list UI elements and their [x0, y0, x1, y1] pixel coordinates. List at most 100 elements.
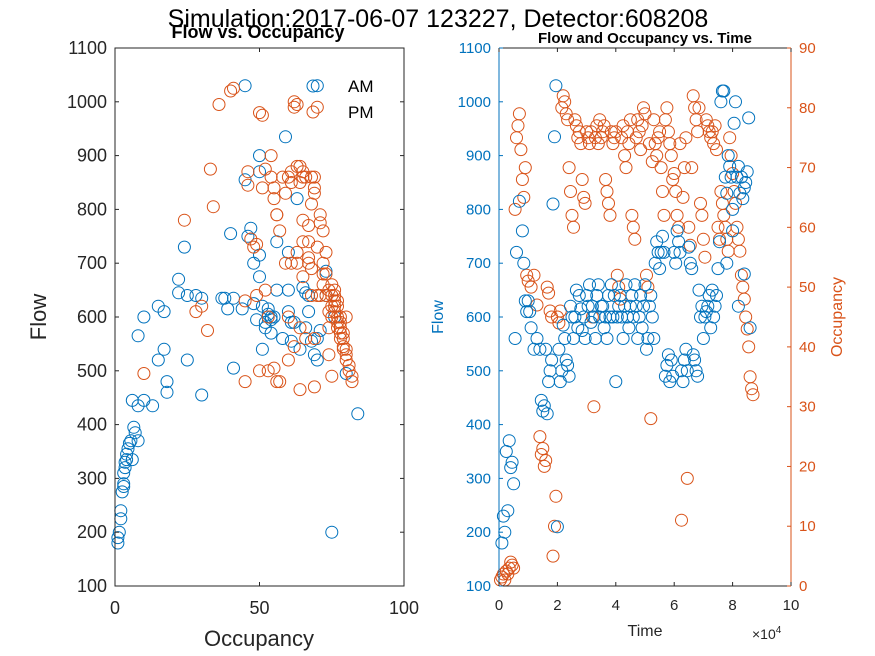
occupancy-point-137	[699, 113, 713, 127]
occupancy-point-53	[577, 190, 591, 204]
am-point-67	[267, 310, 281, 324]
left-y-tick-label-4: 500	[77, 361, 107, 381]
am-point-73	[281, 283, 295, 297]
pm-point-97	[325, 369, 339, 383]
am-point-7	[117, 477, 131, 491]
flow-point-125	[685, 262, 699, 276]
pm-point-37	[279, 186, 292, 200]
am-point-25	[157, 342, 171, 356]
am-point-96	[351, 407, 365, 421]
flow-point-7	[505, 455, 519, 469]
am-point-71	[279, 130, 292, 144]
flow-point-165	[743, 321, 757, 335]
occupancy-point-97	[641, 280, 655, 294]
am-point-23	[146, 399, 160, 413]
flow-point-37	[556, 318, 570, 332]
left-y-tick-label-2: 300	[77, 468, 107, 488]
right-right-y-tick-label-7: 70	[799, 160, 816, 177]
left-y-tick-label-9: 1000	[67, 92, 107, 112]
am-point-33	[172, 286, 186, 300]
flow-point-136	[701, 299, 715, 313]
occupancy-point-135	[696, 232, 710, 246]
flow-point-149	[720, 186, 734, 200]
legend-marker-pm	[306, 105, 320, 119]
pm-point-6	[206, 200, 220, 214]
flow-point-74	[610, 310, 624, 324]
right-left-y-tick-label-0: 100	[466, 578, 491, 595]
occupancy-point-9	[507, 561, 521, 575]
am-point-29	[137, 310, 151, 324]
flow-point-161	[737, 181, 751, 195]
am-point-10	[118, 455, 132, 469]
right-right-y-ticks: 0 10 20 30 40 50 60 70 80 90	[787, 40, 816, 595]
am-point-24	[151, 353, 165, 367]
flow-point-94	[640, 342, 653, 356]
pm-point-30	[267, 361, 281, 375]
occupancy-point-143	[708, 119, 722, 133]
pm-point-7	[212, 98, 226, 111]
left-y-ticks: 100 200 300 400 500 600 700 800 900 1000 1100	[67, 38, 404, 596]
flow-point-33	[550, 520, 564, 534]
am-point-52	[247, 297, 261, 311]
occupancy-point-44	[564, 185, 577, 198]
left-x-tick-label-0: 0	[110, 598, 120, 618]
pm-point-70	[305, 289, 318, 302]
occupancy-point-25	[536, 442, 550, 455]
am-point-16	[125, 453, 139, 467]
occupancy-point-15	[515, 173, 529, 186]
flow-point-9	[508, 332, 522, 345]
pm-point-84	[316, 267, 330, 281]
occupancy-point-120	[675, 513, 688, 527]
pm-point-35	[273, 224, 287, 238]
occupancy-point-54	[578, 196, 592, 210]
pm-point-34	[273, 375, 287, 389]
flow-point-55	[583, 278, 596, 292]
am-point-37	[189, 289, 203, 302]
right-plot-flow-markers	[495, 79, 757, 550]
flow-point-155	[729, 95, 742, 109]
pm-point-124	[339, 310, 353, 324]
flow-point-67	[600, 332, 614, 345]
right-right-y-tick-label-8: 80	[799, 100, 816, 117]
pm-point-79	[313, 208, 327, 222]
am-point-93	[325, 525, 339, 539]
occupancy-point-144	[710, 143, 723, 157]
occupancy-point-20	[524, 280, 538, 294]
pm-point-5	[203, 162, 217, 176]
pm-point-24	[261, 310, 275, 324]
flow-point-54	[581, 299, 595, 313]
flow-point-129	[691, 369, 705, 383]
flow-point-127	[688, 353, 702, 367]
occupancy-point-17	[518, 161, 532, 175]
right-left-y-tick-label-5: 600	[466, 309, 491, 326]
right-right-y-tick-label-1: 10	[799, 518, 816, 535]
am-point-6	[117, 480, 131, 493]
flow-and-occupancy-vs-time-plot: Flow and Occupancy vs. Time 0 2 4 6 8 10 1002…	[430, 30, 846, 642]
pm-point-113	[336, 326, 350, 340]
flow-point-162	[739, 176, 753, 189]
occupancy-point-13	[512, 107, 526, 121]
flow-point-133	[696, 332, 710, 345]
right-left-y-tick-label-7: 800	[466, 201, 491, 218]
legend: AM PM	[306, 77, 374, 122]
occupancy-point-127	[685, 161, 699, 175]
pm-point-0	[137, 367, 151, 380]
pm-point-92	[322, 348, 336, 362]
flow-point-47	[571, 321, 585, 335]
right-left-y-tick-label-4: 500	[466, 363, 491, 380]
pm-point-41	[281, 353, 295, 367]
flow-point-102	[651, 245, 665, 259]
occupancy-point-140	[704, 131, 718, 145]
pm-point-23	[258, 283, 272, 297]
flow-point-168	[726, 224, 740, 238]
occupancy-point-29	[542, 286, 556, 300]
flow-point-154	[727, 116, 741, 130]
right-x-exponent-label: ×104	[752, 625, 782, 642]
am-point-27	[160, 385, 174, 399]
flow-point-21	[533, 342, 547, 356]
flow-point-82	[622, 321, 636, 335]
pm-point-44	[284, 256, 298, 270]
am-point-42	[221, 302, 235, 316]
flow-point-111	[664, 353, 678, 367]
flow-point-10	[510, 245, 523, 259]
